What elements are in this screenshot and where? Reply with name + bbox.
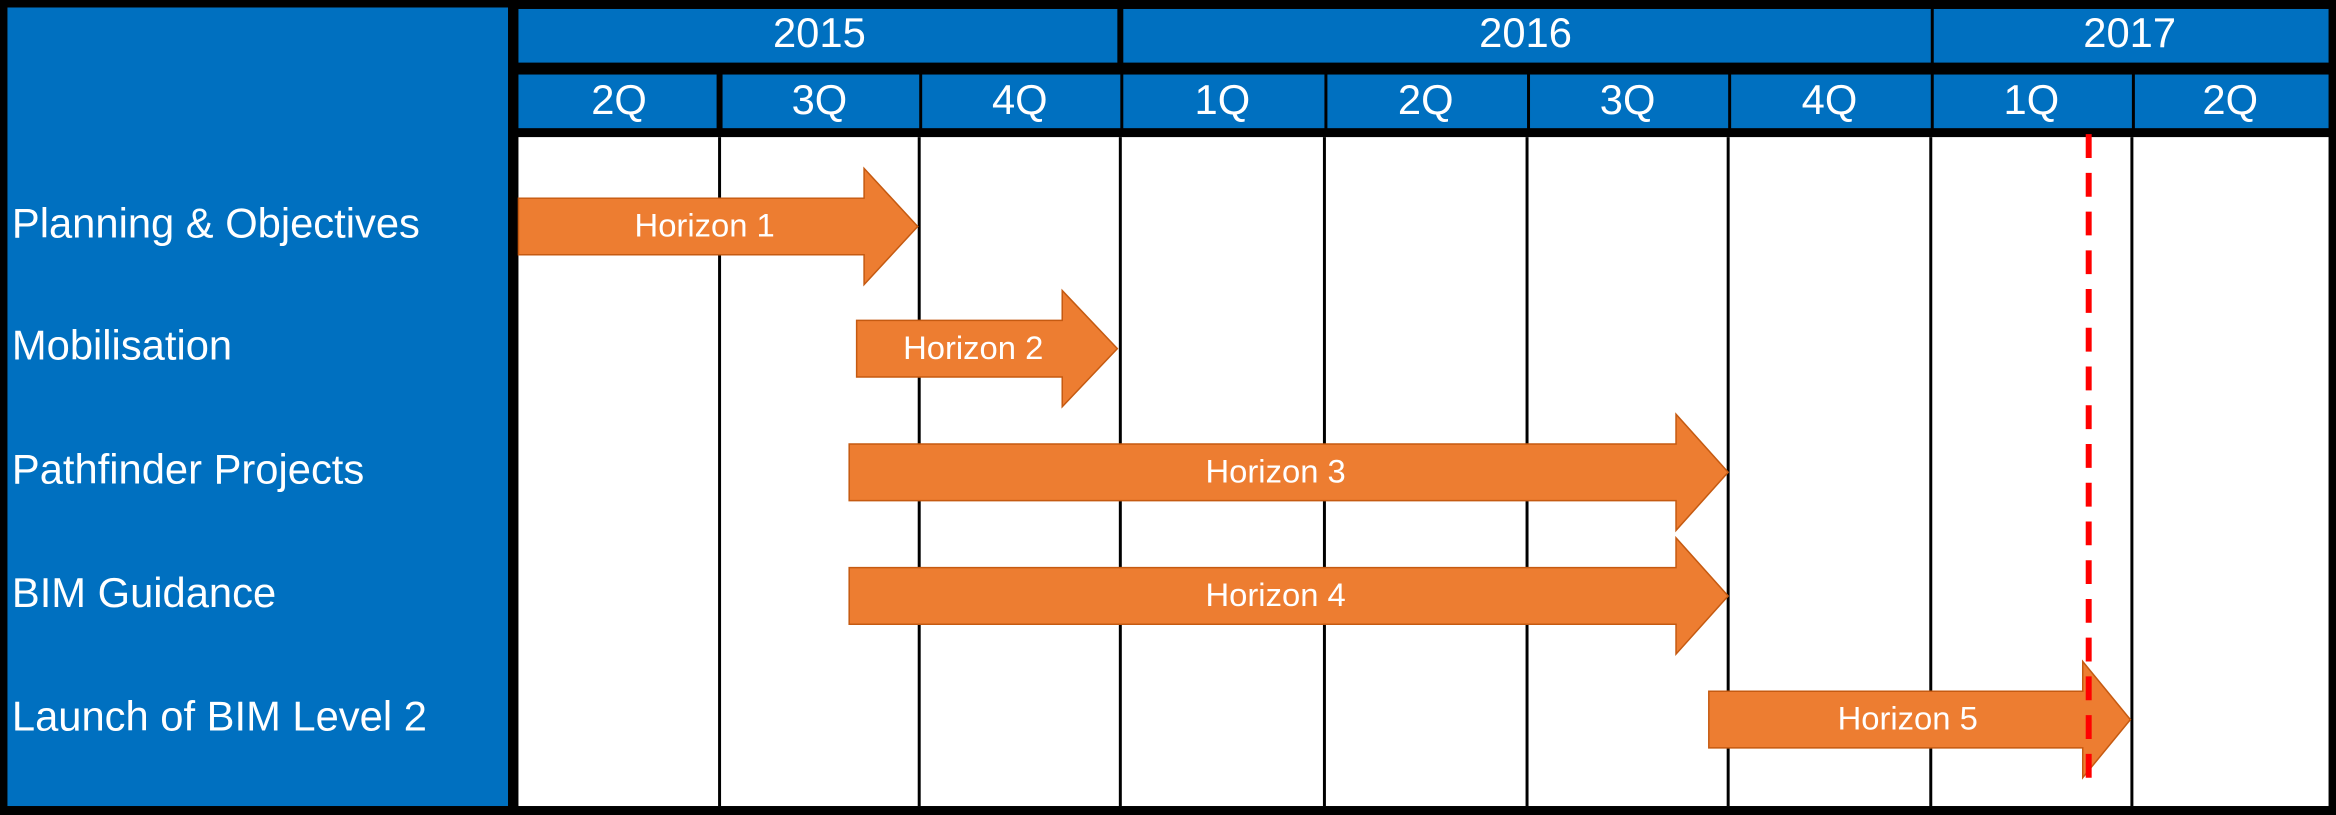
year-cell bbox=[518, 8, 1118, 63]
quarter-cell bbox=[1123, 74, 1325, 129]
horizon-arrow bbox=[1708, 659, 2132, 780]
row-label: Pathfinder Projects bbox=[12, 445, 364, 492]
horizon-arrow bbox=[517, 166, 919, 287]
quarter-cell bbox=[2134, 74, 2329, 129]
quarter-cell bbox=[1933, 74, 2132, 129]
quarter-label: 4Q bbox=[1802, 76, 1858, 123]
horizon-label: Horizon 3 bbox=[1206, 452, 1346, 489]
year-label: 2015 bbox=[773, 9, 866, 56]
year-cell bbox=[1933, 8, 2329, 63]
quarter-label: 3Q bbox=[1600, 76, 1656, 123]
quarter-cell bbox=[922, 74, 1121, 129]
quarter-label: 3Q bbox=[792, 76, 848, 123]
horizon-label: Horizon 5 bbox=[1838, 700, 1978, 737]
row-label-panel bbox=[7, 7, 509, 807]
quarter-label: 2Q bbox=[591, 76, 647, 123]
horizon-label: Horizon 4 bbox=[1206, 576, 1346, 613]
quarter-cell bbox=[722, 74, 920, 129]
quarter-label: 4Q bbox=[992, 76, 1048, 123]
row-label: Launch of BIM Level 2 bbox=[12, 693, 427, 740]
horizon-label: Horizon 1 bbox=[635, 207, 775, 244]
year-label: 2017 bbox=[2083, 9, 2176, 56]
row-label: BIM Guidance bbox=[12, 569, 276, 616]
quarter-cell bbox=[1530, 74, 1729, 129]
horizon-arrow bbox=[848, 412, 1730, 533]
quarter-label: 1Q bbox=[1195, 76, 1251, 123]
row-label: Mobilisation bbox=[12, 322, 232, 369]
quarter-label: 2Q bbox=[2202, 76, 2258, 123]
horizon-label: Horizon 2 bbox=[903, 329, 1043, 366]
row-label: Planning & Objectives bbox=[12, 200, 420, 247]
year-cell bbox=[1123, 8, 1931, 63]
quarter-label: 2Q bbox=[1398, 76, 1454, 123]
quarter-cell bbox=[518, 74, 717, 129]
horizon-arrow bbox=[855, 288, 1119, 409]
quarter-label: 1Q bbox=[2004, 76, 2060, 123]
year-label: 2016 bbox=[1479, 9, 1572, 56]
horizon-arrow bbox=[848, 535, 1730, 657]
quarter-cell bbox=[1327, 74, 1528, 129]
quarter-cell bbox=[1731, 74, 1931, 129]
